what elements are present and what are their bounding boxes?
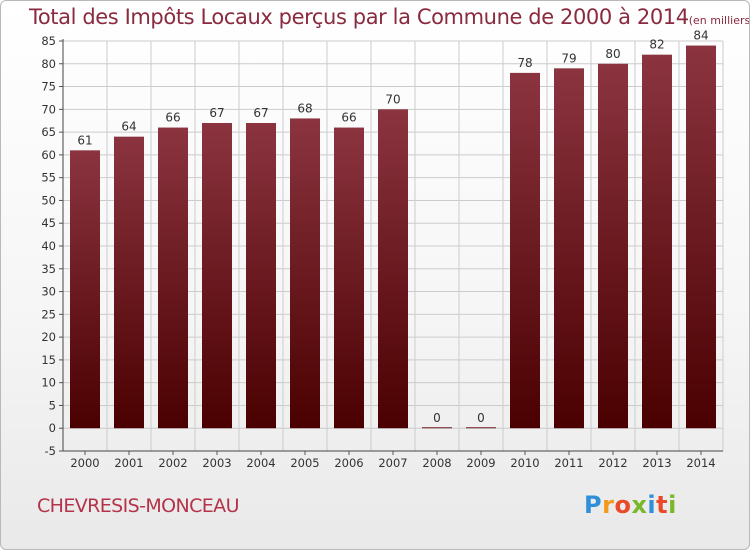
data-label: 0: [433, 411, 441, 425]
data-label: 70: [385, 92, 400, 106]
data-label: 80: [605, 47, 620, 61]
y-tick-label: 75: [41, 80, 56, 94]
logo-letter: i: [647, 491, 657, 519]
x-tick-label: 2002: [158, 456, 187, 470]
data-label: 82: [649, 38, 664, 52]
y-tick-label: 85: [41, 34, 56, 48]
bar: [554, 68, 584, 429]
y-tick-label: 60: [41, 148, 56, 162]
bar: [686, 45, 716, 429]
logo-letter: r: [602, 491, 615, 519]
data-label: 66: [341, 111, 356, 125]
logo-letter: P: [584, 491, 603, 519]
y-tick-label: 15: [41, 353, 56, 367]
bar: [334, 127, 364, 429]
x-tick-label: 2010: [510, 456, 539, 470]
data-label: 61: [77, 133, 92, 147]
bar: [114, 136, 144, 429]
bar: [158, 127, 188, 429]
x-tick-label: 2001: [114, 456, 143, 470]
x-tick-label: 2000: [70, 456, 99, 470]
bar: [422, 427, 452, 429]
data-labels: 61 64 66 67 67 68 66 70 0 0 78 79 80 82 84: [77, 29, 708, 426]
bar: [246, 123, 276, 429]
y-tick-label: 45: [41, 216, 56, 230]
data-label: 0: [477, 411, 485, 425]
x-tick-label: 2006: [334, 456, 363, 470]
y-tick-label: 70: [41, 102, 56, 116]
y-tick-label: 65: [41, 125, 56, 139]
x-tick-label: 2005: [290, 456, 319, 470]
x-tick-label: 2013: [642, 456, 671, 470]
y-tick-label: 50: [41, 193, 56, 207]
bar: [378, 109, 408, 429]
data-label: 66: [165, 111, 180, 125]
y-tick-label: 5: [49, 398, 56, 412]
bar: [290, 118, 320, 429]
logo-letter: o: [614, 491, 632, 519]
data-label: 84: [693, 29, 708, 43]
y-tick-label: 55: [41, 171, 56, 185]
data-label: 78: [517, 56, 532, 70]
commune-name: CHEVRESIS-MONCEAU: [37, 495, 239, 517]
data-label: 67: [253, 106, 268, 120]
data-label: 64: [121, 120, 136, 134]
proxiti-logo[interactable]: Proxiti: [584, 491, 677, 519]
chart-title: Total des Impôts Locaux perçus par la Co…: [29, 5, 750, 29]
x-tick-label: 2004: [246, 456, 275, 470]
logo-letter: t: [656, 491, 669, 519]
bar: [70, 150, 100, 429]
axes: -5 0 5 10 15 20 25 30 35 40 45 50 55 60 65 70 75 80 85 2000…: [41, 34, 723, 470]
bar: [466, 427, 496, 429]
data-label: 79: [561, 51, 576, 65]
bar: [202, 123, 232, 429]
y-tick-label: 35: [41, 262, 56, 276]
y-tick-label: 25: [41, 307, 56, 321]
x-tick-label: 2014: [686, 456, 715, 470]
chart-unit-note: (en milliers d'€): [688, 14, 750, 27]
data-label: 67: [209, 106, 224, 120]
logo-letter: i: [668, 491, 677, 519]
y-tick-label: 20: [41, 330, 56, 344]
chart-title-text: Total des Impôts Locaux perçus par la Co…: [29, 5, 689, 29]
x-tick-label: 2007: [378, 456, 407, 470]
logo-letter: x: [631, 491, 648, 519]
bar: [642, 54, 672, 429]
x-tick-label: 2003: [202, 456, 231, 470]
y-tick-label: 80: [41, 57, 56, 71]
x-tick-label: 2009: [466, 456, 495, 470]
data-label: 68: [297, 101, 312, 115]
y-tick-label: 0: [49, 421, 56, 435]
y-tick-label: 40: [41, 239, 56, 253]
bar: [598, 63, 628, 429]
y-tick-label: 10: [41, 376, 56, 390]
bars: [70, 45, 716, 429]
x-tick-label: 2012: [598, 456, 627, 470]
y-tick-label: 30: [41, 285, 56, 299]
bar: [510, 72, 540, 429]
x-tick-label: 2008: [422, 456, 451, 470]
x-tick-label: 2011: [554, 456, 583, 470]
y-tick-label: -5: [45, 444, 56, 458]
